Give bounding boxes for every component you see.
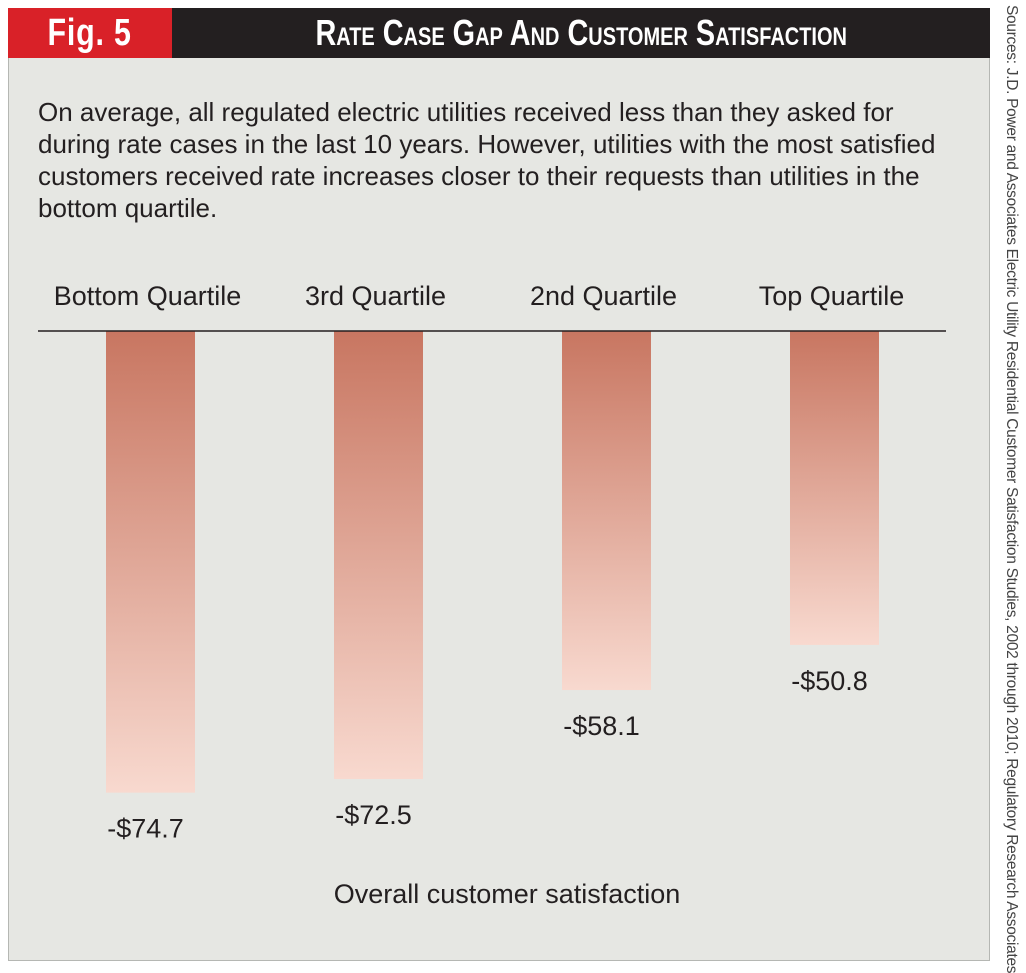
category-label: Bottom Quartile (54, 281, 242, 311)
chart-description: On average, all regulated electric utili… (38, 97, 936, 223)
x-axis-label: Overall customer satisfaction (334, 879, 681, 909)
figure-number-badge: Fig. 5 (8, 8, 172, 58)
source-note: Sources: J.D. Power and Associates Elect… (1003, 5, 1020, 973)
chart-title: Rate Case Gap And Customer Satisfaction (172, 8, 990, 58)
data-label: -$50.8 (791, 666, 868, 696)
bar-bottom-quartile (106, 331, 195, 793)
data-label: -$72.5 (335, 800, 412, 830)
data-label: -$58.1 (563, 711, 640, 741)
bar-top-quartile (790, 331, 879, 645)
category-label: 2nd Quartile (530, 281, 677, 311)
bar-3rd-quartile (334, 331, 423, 780)
bar-chart: Bottom Quartile -$74.7 3rd Quartile -$72.5 2… (38, 281, 946, 909)
bar-2nd-quartile (562, 331, 651, 691)
category-label: 3rd Quartile (305, 281, 446, 311)
category-label: Top Quartile (759, 281, 905, 311)
data-label: -$74.7 (107, 814, 184, 844)
